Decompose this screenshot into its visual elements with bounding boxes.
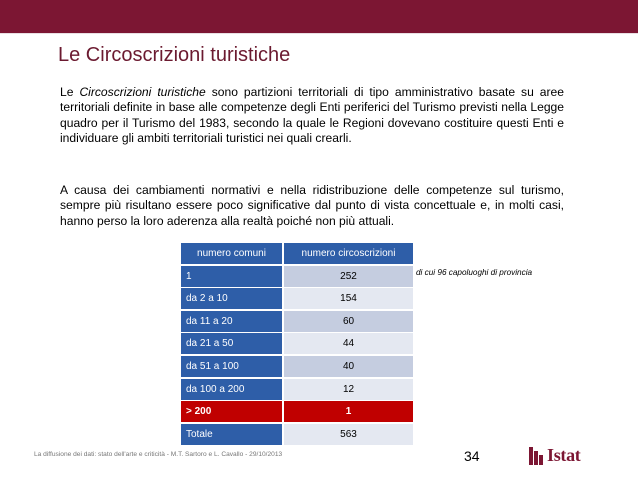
row-label: da 21 a 50 (181, 333, 282, 355)
header-numero-circoscrizioni: numero circoscrizioni (284, 243, 413, 264)
row-label: da 100 a 200 (181, 378, 282, 400)
row-label: > 200 (181, 401, 282, 423)
istat-logo: Istat (529, 444, 611, 468)
table-header-row: numero comuni numero circoscrizioni (181, 243, 413, 264)
table-row-highlight: > 200 1 (181, 401, 413, 423)
intro-paragraph: Le Circoscrizioni turistiche sono partiz… (60, 85, 564, 147)
row-value: 12 (284, 378, 413, 400)
row-label: 1 (181, 265, 282, 287)
banner-divider (0, 33, 638, 34)
istat-logo-text: Istat (547, 445, 581, 465)
table-row: da 100 a 200 12 (181, 378, 413, 400)
table-note: di cui 96 capoluoghi di provincia (416, 268, 533, 277)
intro-emphasis: Circoscrizioni turistiche (79, 85, 206, 99)
intro-rest: sono partizioni territoriali di tipo amm… (60, 85, 565, 146)
row-value: 154 (284, 288, 413, 310)
top-banner (0, 0, 638, 33)
table-row: da 21 a 50 44 (181, 333, 413, 355)
row-value: 40 (284, 355, 413, 377)
row-value: 44 (284, 333, 413, 355)
row-label: Totale (181, 423, 282, 445)
istat-logo-icon (529, 447, 543, 465)
footer-text: La diffusione dei dati: stato dell'arte … (34, 451, 283, 458)
table-row-total: Totale 563 (181, 423, 413, 445)
row-value: 563 (284, 423, 413, 445)
row-label: da 11 a 20 (181, 310, 282, 332)
row-value: 252 (284, 265, 413, 287)
row-value: 60 (284, 310, 413, 332)
table-row: da 51 a 100 40 (181, 355, 413, 377)
slide-title: Le Circoscrizioni turistiche (58, 44, 291, 66)
table-row: da 11 a 20 60 (181, 310, 413, 332)
table-row: da 2 a 10 154 (181, 288, 413, 310)
page-number: 34 (464, 448, 480, 464)
table-row: 1 252 (181, 265, 413, 287)
circoscrizioni-table: numero comuni numero circoscrizioni 1 25… (181, 243, 413, 446)
intro-prefix: Le (60, 85, 80, 99)
row-value: 1 (284, 401, 413, 423)
row-label: da 51 a 100 (181, 355, 282, 377)
header-numero-comuni: numero comuni (181, 243, 282, 264)
second-paragraph: A causa dei cambiamenti normativi e nell… (60, 183, 564, 228)
row-label: da 2 a 10 (181, 288, 282, 310)
